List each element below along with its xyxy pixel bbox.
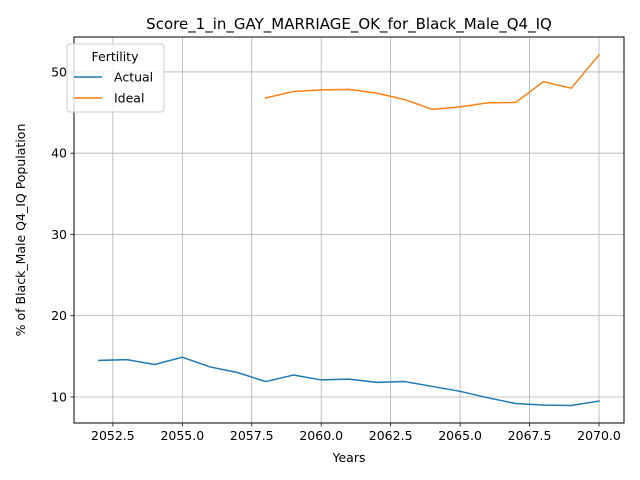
series-line-actual [98, 356, 600, 407]
x-tick-label: 2060.0 [299, 428, 343, 443]
y-tick-label: 20 [51, 308, 67, 323]
legend-box [66, 43, 165, 113]
x-tick-label: 2055.0 [160, 428, 204, 443]
x-tick-label: 2052.5 [91, 428, 135, 443]
legend: Fertility Actual Ideal [66, 43, 165, 113]
x-tick-label: 2062.5 [369, 428, 413, 443]
chart-title: Score_1_in_GAY_MARRIAGE_OK_for_Black_Mal… [146, 15, 552, 34]
legend-entry-ideal: Ideal [114, 91, 144, 106]
series-lines [98, 53, 601, 407]
y-tick-label: 50 [51, 64, 67, 79]
series-line-ideal [264, 53, 601, 111]
y-tick-label: 30 [51, 227, 67, 242]
y-tick-label: 40 [51, 146, 67, 161]
x-axis-label: Years [332, 450, 366, 465]
x-tick-label: 2067.5 [508, 428, 552, 443]
x-tick-label: 2070.0 [577, 428, 621, 443]
x-tick-label: 2065.0 [438, 428, 482, 443]
axis-ticks: 2052.5 2055.0 2057.5 2060.0 2062.5 2065.0 2067… [51, 64, 621, 443]
grid [74, 37, 624, 423]
y-tick-label: 10 [51, 389, 67, 404]
y-axis-label: % of Black_Male Q4_IQ Population [13, 124, 28, 337]
legend-title: Fertility [92, 49, 140, 64]
x-tick-label: 2057.5 [230, 428, 274, 443]
legend-entry-actual: Actual [114, 70, 153, 85]
plot-area-frame [73, 36, 625, 424]
